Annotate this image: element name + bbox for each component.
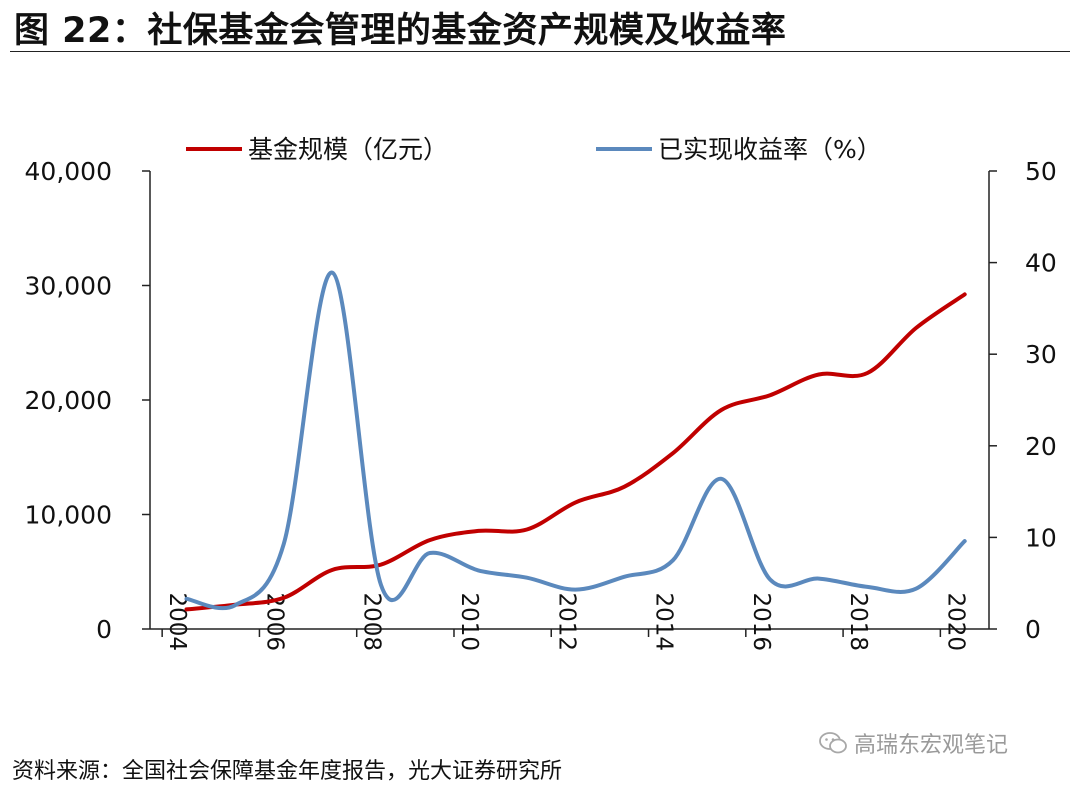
- legend-label: 基金规模（亿元）: [248, 135, 448, 164]
- x-tick-label: 2014: [651, 592, 677, 651]
- right-tick-label: 30: [1025, 340, 1057, 369]
- legend-label: 已实现收益率（%）: [658, 135, 882, 164]
- watermark-text: 高瑞东宏观笔记: [854, 733, 1009, 758]
- right-tick-label: 50: [1025, 157, 1057, 186]
- realized-return-line: [184, 270, 967, 611]
- right-axis-ticks: 0 10 20 30 40 50: [989, 157, 1057, 644]
- chart-series: [184, 270, 967, 612]
- x-axis-ticks: 2004 2006 2008 2010 2012 2014 2016 2018 2020: [161, 592, 968, 651]
- wechat-icon: [819, 732, 847, 754]
- left-tick-label: 10,000: [25, 501, 112, 530]
- x-tick-label: 2004: [164, 592, 190, 651]
- left-tick-label: 30,000: [25, 272, 112, 301]
- source-note: 资料来源：全国社会保障基金年度报告，光大证券研究所: [12, 759, 563, 784]
- title-divider: [10, 51, 1070, 52]
- chart-axes: [149, 171, 990, 630]
- right-tick-label: 20: [1025, 432, 1057, 461]
- left-tick-label: 40,000: [25, 157, 112, 186]
- right-tick-label: 10: [1025, 523, 1057, 552]
- left-tick-label: 0: [96, 615, 112, 644]
- right-tick-label: 0: [1025, 615, 1041, 644]
- x-tick-label: 2008: [359, 592, 385, 651]
- figure-title: 图 22：社保基金会管理的基金资产规模及收益率: [14, 11, 787, 51]
- chart-legend: 基金规模（亿元） 已实现收益率（%）: [186, 135, 882, 164]
- x-tick-label: 2018: [845, 592, 871, 651]
- x-tick-label: 2010: [456, 592, 482, 651]
- x-tick-label: 2016: [748, 592, 774, 651]
- fund-size-line: [184, 292, 967, 612]
- left-tick-label: 20,000: [25, 386, 112, 415]
- watermark: 高瑞东宏观笔记: [818, 727, 1008, 759]
- right-tick-label: 40: [1025, 249, 1057, 278]
- left-axis-ticks: 0 10,000 20,000 30,000 40,000: [25, 157, 150, 644]
- x-tick-label: 2012: [553, 592, 579, 651]
- x-tick-label: 2020: [942, 592, 968, 651]
